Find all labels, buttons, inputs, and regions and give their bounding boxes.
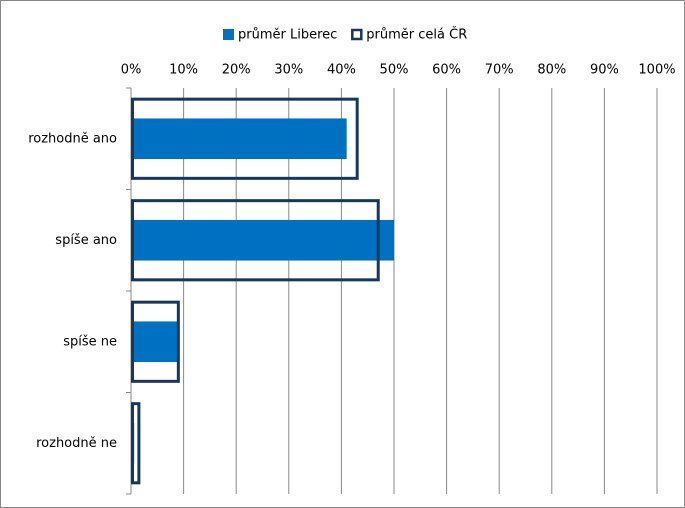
x-tick-label: 80% <box>537 63 566 78</box>
x-tick-label: 50% <box>380 63 409 78</box>
x-tick-label: 90% <box>590 63 619 78</box>
bar-outline <box>131 199 380 282</box>
legend-label: průměr Liberec <box>238 28 337 43</box>
y-tick-label: rozhodně ne <box>36 436 117 451</box>
legend-label: průměr celá ČR <box>366 27 467 43</box>
x-tick-label: 40% <box>327 63 356 78</box>
legend-swatch <box>223 29 234 40</box>
x-tick-label: 10% <box>169 63 198 78</box>
y-tick-label: spíše ne <box>63 334 117 349</box>
legend-swatch <box>351 28 363 41</box>
x-tick-label: 60% <box>432 63 461 78</box>
bar <box>131 219 394 261</box>
bar-outline <box>131 402 141 485</box>
bar <box>131 118 347 160</box>
x-tick-label: 0% <box>121 63 142 78</box>
x-tick-label: 30% <box>274 63 303 78</box>
x-tick-label: 70% <box>485 63 514 78</box>
bar <box>131 321 179 363</box>
x-tick-label: 100% <box>638 63 675 78</box>
x-tick-label: 20% <box>222 63 251 78</box>
y-tick-label: rozhodně ano <box>28 131 117 146</box>
y-tick-label: spíše ano <box>55 233 117 248</box>
bar-outline <box>131 300 180 383</box>
bar-outline <box>131 97 359 180</box>
